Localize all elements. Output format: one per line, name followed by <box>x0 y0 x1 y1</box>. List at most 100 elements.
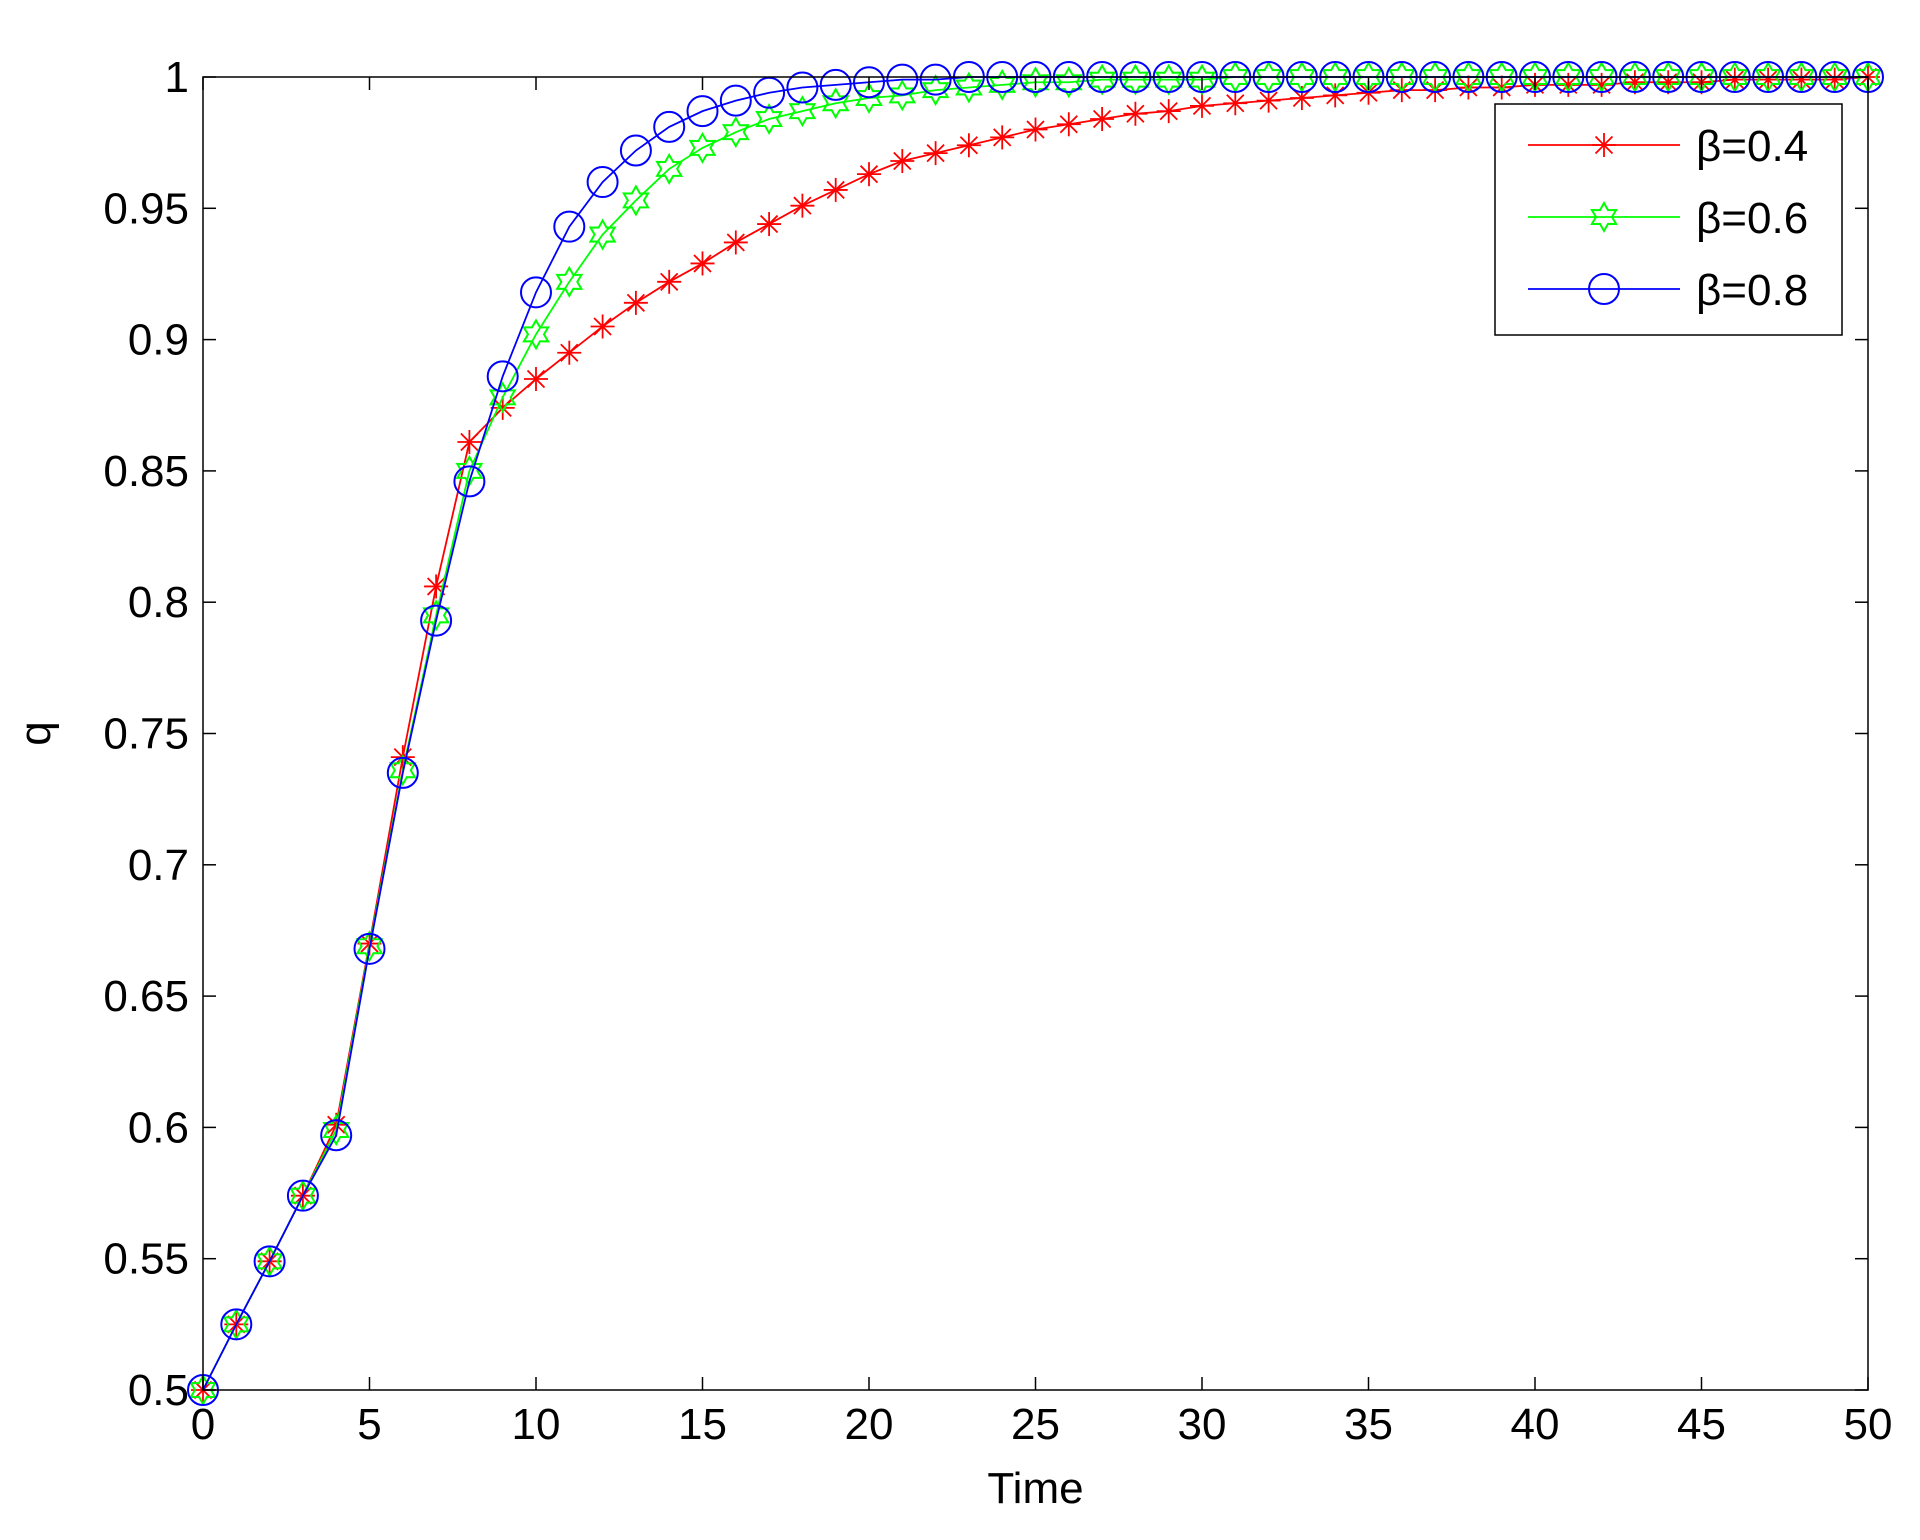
data-point <box>1023 117 1048 142</box>
legend-label: β=0.8 <box>1696 266 1808 315</box>
data-point <box>1223 91 1248 116</box>
x-tick-label: 35 <box>1344 1400 1393 1449</box>
x-tick-label: 0 <box>191 1400 215 1449</box>
data-point <box>1188 63 1216 96</box>
data-point <box>420 604 453 637</box>
asterisk-stroke <box>893 151 912 171</box>
y-tick-label: 0.6 <box>128 1103 189 1152</box>
asterisk-stroke <box>1492 78 1511 97</box>
data-point <box>586 166 619 199</box>
y-tick-label: 1 <box>165 53 189 102</box>
data-point <box>688 131 717 164</box>
data-point <box>790 193 815 218</box>
legend-box <box>1494 103 1843 336</box>
asterisk-stroke <box>1092 109 1112 129</box>
data-point <box>721 116 750 149</box>
x-tick-label: 50 <box>1844 1400 1893 1449</box>
data-point <box>757 212 782 237</box>
asterisk-stroke <box>327 1115 346 1134</box>
asterisk-stroke <box>1159 102 1178 121</box>
data-point <box>1489 75 1514 100</box>
data-point <box>990 125 1015 150</box>
data-point <box>653 110 686 143</box>
data-point <box>1154 63 1183 96</box>
data-point <box>819 68 852 101</box>
data-point <box>1456 75 1481 100</box>
data-point <box>1021 66 1050 99</box>
data-point <box>1722 67 1747 92</box>
data-point <box>555 265 584 298</box>
legend-items: β=0.4 β=0.6 β=0.8 <box>1528 122 1808 315</box>
y-tick-label: 0.5 <box>128 1366 189 1415</box>
legend-label: β=0.4 <box>1696 122 1808 171</box>
asterisk-stroke <box>1758 70 1778 89</box>
data-point <box>486 360 519 393</box>
asterisk-stroke <box>1026 120 1045 139</box>
legend-marker <box>1590 200 1618 234</box>
legend-item: β=0.6 <box>1528 194 1808 243</box>
data-point <box>453 465 486 498</box>
asterisk-stroke <box>959 136 979 155</box>
asterisk-stroke <box>426 577 446 596</box>
data-point <box>488 381 517 414</box>
x-tick-label: 45 <box>1677 1400 1726 1449</box>
data-point <box>1323 83 1348 108</box>
legend-marker <box>1592 133 1616 157</box>
asterisk-stroke <box>593 317 612 336</box>
legend: β=0.4 β=0.6 β=0.8 <box>1494 103 1843 336</box>
data-point <box>1088 63 1116 96</box>
y-tick-label: 0.8 <box>128 578 189 627</box>
data-point <box>557 340 582 365</box>
data-point <box>623 290 648 315</box>
asterisk-stroke <box>560 343 579 362</box>
asterisk-stroke <box>693 254 712 273</box>
data-point <box>522 318 550 351</box>
x-tick-label: 10 <box>512 1400 561 1449</box>
legend-marker <box>1588 273 1620 305</box>
x-tick-label: 25 <box>1011 1400 1060 1449</box>
data-point <box>921 74 950 107</box>
y-axis-ticks: 0.5 0.55 0.6 0.65 0.7 0.75 0.8 0.85 0.9 0.95 1 <box>103 53 1868 1415</box>
data-point <box>690 251 715 276</box>
asterisk-stroke <box>793 196 812 215</box>
asterisk-stroke <box>926 144 945 163</box>
asterisk-stroke <box>1292 88 1312 108</box>
data-point <box>322 1113 351 1147</box>
y-tick-label: 0.85 <box>103 447 189 496</box>
asterisk-stroke <box>1459 78 1478 97</box>
data-point <box>220 1308 253 1341</box>
x-axis-ticks: 0 5 10 15 20 25 30 35 40 45 50 <box>191 77 1893 1449</box>
asterisk-stroke <box>1259 91 1278 110</box>
asterisk-stroke <box>1792 70 1811 89</box>
data-point <box>588 218 617 251</box>
y-tick-label: 0.9 <box>128 316 189 365</box>
asterisk-stroke <box>1059 115 1078 134</box>
data-point <box>320 1119 353 1152</box>
data-point <box>890 149 915 174</box>
data-point <box>719 84 752 117</box>
data-point <box>1121 63 1150 96</box>
x-axis-label: Time <box>987 1464 1083 1513</box>
asterisk-stroke <box>993 128 1012 147</box>
data-point <box>553 210 586 243</box>
asterisk-stroke <box>1825 70 1844 89</box>
y-tick-label: 0.7 <box>128 841 189 890</box>
data-point <box>520 276 552 309</box>
data-point <box>823 177 848 202</box>
data-point <box>857 162 881 187</box>
asterisk-stroke <box>1192 96 1212 116</box>
asterisk-stroke <box>1226 94 1245 113</box>
data-point <box>286 1179 319 1212</box>
asterisk-stroke <box>1126 104 1145 123</box>
asterisk-stroke <box>759 214 779 234</box>
data-point <box>619 134 652 167</box>
data-point <box>622 184 650 217</box>
data-point <box>1156 99 1181 124</box>
asterisk-stroke <box>1725 70 1744 89</box>
data-point <box>655 152 684 185</box>
axes-layer: 0 5 10 15 20 25 30 35 40 45 50 0.50.550.60.650.70.… <box>11 53 1892 1513</box>
asterisk-stroke <box>726 233 745 252</box>
data-point <box>1123 101 1148 126</box>
asterisk-stroke <box>626 293 646 312</box>
